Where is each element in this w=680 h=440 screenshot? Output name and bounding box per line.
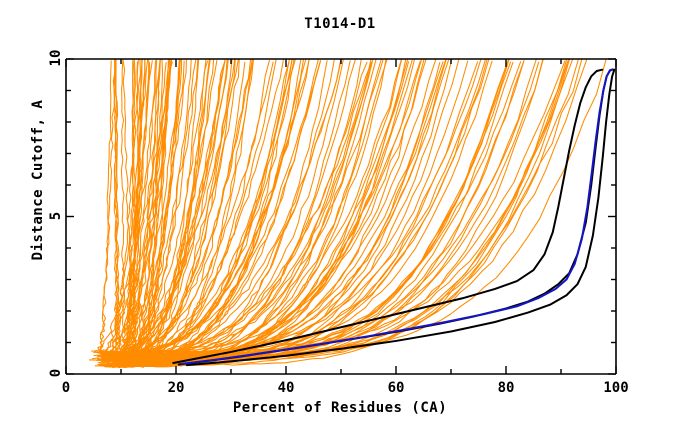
x-tick-label: 80 [497,380,515,396]
x-tick-label: 0 [61,380,71,396]
prediction-curve [96,59,568,358]
prediction-curve [102,61,444,359]
highlight-curve [180,68,614,365]
y-tick-label: 10 [48,49,64,67]
data-series-layer [88,59,616,369]
x-tick-label: 40 [277,380,295,396]
prediction-curve [99,59,423,365]
prediction-curve [99,60,116,352]
axis-layer [65,58,617,375]
prediction-curve [106,59,319,353]
x-tick-label: 20 [167,380,185,396]
prediction-curve [111,59,218,355]
prediction-curve [93,59,574,354]
prediction-curve [100,61,509,356]
y-tick-label: 5 [48,211,64,220]
x-axis-label: Percent of Residues (CA) [232,400,448,416]
page-title: T1014-D1 [304,16,376,32]
reference-curve-black-outer [186,68,616,367]
y-tick-label: 0 [48,368,64,378]
prediction-curve [97,59,579,361]
x-tick-label: 100 [603,380,629,396]
prediction-curve [101,59,583,361]
prediction-curve [99,59,149,354]
x-tick-label: 60 [387,380,405,396]
reference-curve-black-upper [172,68,604,364]
prediction-curve [99,61,512,365]
